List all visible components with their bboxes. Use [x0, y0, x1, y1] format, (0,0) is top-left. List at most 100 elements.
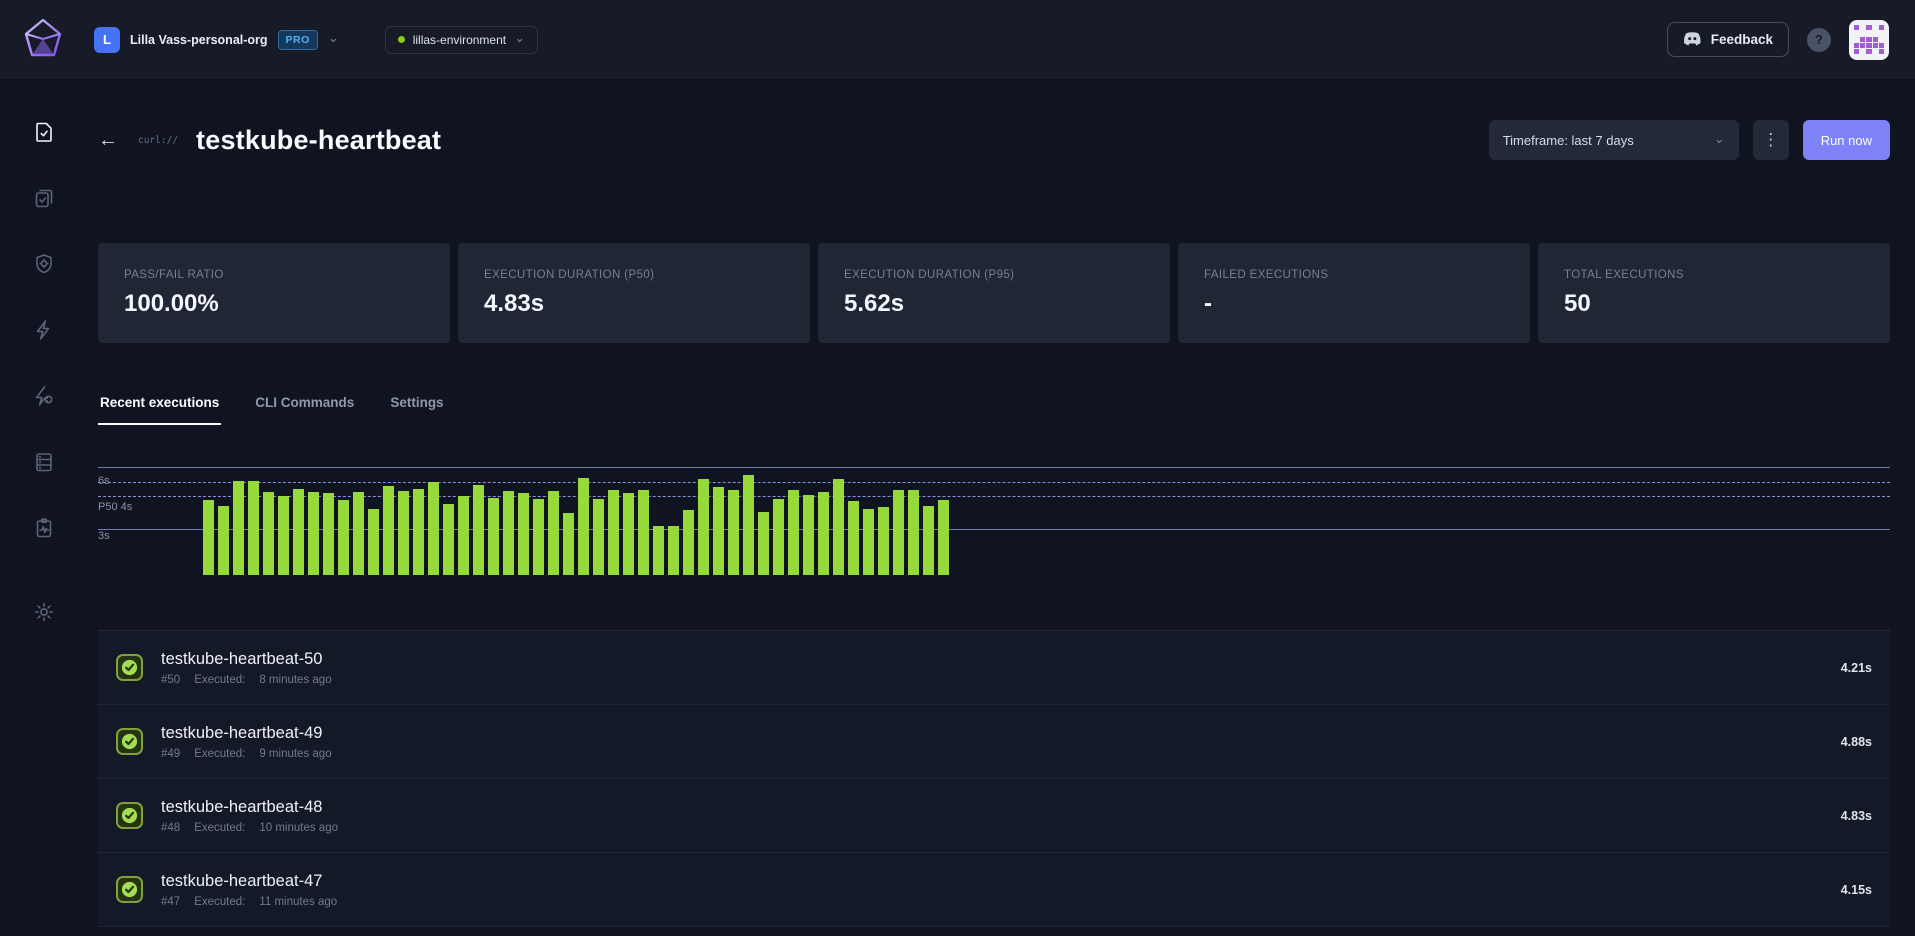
sidebar-item-triggers[interactable] [32, 318, 56, 342]
duration-bar[interactable] [668, 526, 679, 575]
duration-bar[interactable] [218, 506, 229, 575]
duration-bar[interactable] [428, 482, 439, 575]
duration-bar[interactable] [368, 509, 379, 575]
environment-status-dot [398, 36, 405, 43]
duration-bar[interactable] [713, 487, 724, 575]
duration-bar[interactable] [338, 500, 349, 575]
duration-bar[interactable] [518, 493, 529, 575]
sidebar-item-sources[interactable] [32, 450, 56, 474]
metric-value: 100.00% [124, 290, 450, 318]
sidebar-item-webhooks[interactable] [32, 384, 56, 408]
duration-bar[interactable] [698, 479, 709, 575]
duration-bar[interactable] [383, 486, 394, 575]
duration-bar[interactable] [608, 490, 619, 575]
duration-bar[interactable] [833, 479, 844, 575]
duration-bar[interactable] [938, 500, 949, 575]
duration-bar[interactable] [293, 489, 304, 575]
run-now-button[interactable]: Run now [1803, 120, 1890, 160]
execution-name[interactable]: testkube-heartbeat-49 [161, 724, 332, 743]
more-options-button[interactable]: ⋮ [1753, 120, 1789, 160]
status-pages-icon [32, 516, 56, 540]
environment-select[interactable]: lillas-environment ⌄ [385, 26, 538, 54]
duration-bar[interactable] [533, 499, 544, 575]
metric-value: 5.62s [844, 290, 1170, 318]
duration-bar[interactable] [638, 490, 649, 575]
sidebar-item-test-suites[interactable] [32, 186, 56, 210]
execution-duration-chart: 6s P50 4s 3s [98, 467, 1890, 575]
y-axis-label-3s: 3s [98, 530, 110, 542]
duration-bar[interactable] [548, 491, 559, 575]
duration-bar[interactable] [473, 485, 484, 575]
sidebar [0, 80, 88, 936]
org-switcher[interactable]: L Lilla Vass-personal-org PRO ⌄ [94, 27, 339, 53]
duration-bar[interactable] [398, 491, 409, 575]
duration-bar[interactable] [803, 495, 814, 575]
execution-name[interactable]: testkube-heartbeat-47 [161, 872, 337, 891]
back-button[interactable]: ← [98, 129, 118, 152]
duration-bar[interactable] [863, 509, 874, 575]
duration-bar[interactable] [308, 492, 319, 575]
duration-bar[interactable] [458, 496, 469, 575]
duration-bar[interactable] [908, 490, 919, 575]
duration-bar[interactable] [623, 493, 634, 575]
sidebar-item-executors[interactable] [32, 252, 56, 276]
chevron-down-icon: ⌄ [514, 31, 525, 44]
metric-card-duration-p95: EXECUTION DURATION (P95) 5.62s [818, 243, 1170, 343]
duration-bar[interactable] [653, 526, 664, 575]
duration-bar[interactable] [893, 490, 904, 575]
duration-bar[interactable] [818, 492, 829, 575]
chevron-down-icon: ⌄ [328, 31, 339, 44]
duration-bar[interactable] [488, 498, 499, 575]
testkube-logo-icon[interactable] [22, 17, 64, 63]
duration-bar[interactable] [758, 512, 769, 575]
duration-bar[interactable] [593, 499, 604, 575]
duration-bar[interactable] [443, 504, 454, 575]
duration-bar[interactable] [203, 500, 214, 575]
timeframe-select[interactable]: Timeframe: last 7 days ⌄ [1489, 120, 1739, 160]
sources-icon [32, 450, 56, 474]
execution-row[interactable]: testkube-heartbeat-50 #50 Executed: 8 mi… [98, 631, 1890, 705]
execution-time: 11 minutes ago [259, 896, 337, 908]
sidebar-item-settings[interactable] [32, 600, 56, 624]
page-header: ← curl:// testkube-heartbeat Timeframe: … [98, 118, 1890, 162]
pro-badge: PRO [278, 30, 318, 50]
test-type-label: curl:// [138, 135, 178, 146]
tab-bar: Recent executions CLI Commands Settings [98, 395, 1890, 425]
duration-bar[interactable] [773, 499, 784, 575]
duration-bar[interactable] [413, 489, 424, 575]
duration-bar[interactable] [578, 478, 589, 575]
duration-bar[interactable] [503, 491, 514, 575]
execution-row[interactable]: testkube-heartbeat-49 #49 Executed: 9 mi… [98, 705, 1890, 779]
duration-bar[interactable] [323, 493, 334, 575]
execution-name[interactable]: testkube-heartbeat-48 [161, 798, 338, 817]
sidebar-item-status-pages[interactable] [32, 516, 56, 540]
tab-recent-executions[interactable]: Recent executions [98, 395, 221, 425]
duration-bar[interactable] [248, 481, 259, 575]
duration-bar[interactable] [683, 510, 694, 575]
duration-bar[interactable] [563, 513, 574, 575]
duration-bar[interactable] [728, 490, 739, 575]
duration-bar[interactable] [923, 506, 934, 575]
user-avatar[interactable] [1849, 20, 1889, 60]
passed-status-icon [116, 802, 143, 829]
tab-cli-commands[interactable]: CLI Commands [253, 395, 356, 425]
duration-bar[interactable] [263, 492, 274, 575]
feedback-button[interactable]: Feedback [1667, 22, 1789, 57]
execution-row[interactable]: testkube-heartbeat-48 #48 Executed: 10 m… [98, 779, 1890, 853]
duration-bar[interactable] [878, 507, 889, 575]
duration-bar[interactable] [353, 492, 364, 575]
execution-row[interactable]: testkube-heartbeat-47 #47 Executed: 11 m… [98, 853, 1890, 927]
passed-status-icon [116, 876, 143, 903]
duration-bar[interactable] [233, 481, 244, 575]
duration-bar[interactable] [788, 490, 799, 575]
tab-settings[interactable]: Settings [388, 395, 445, 425]
metric-label: PASS/FAIL RATIO [124, 269, 450, 281]
metric-value: 4.83s [484, 290, 810, 318]
duration-bar[interactable] [278, 496, 289, 575]
sidebar-item-tests[interactable] [32, 120, 56, 144]
execution-name[interactable]: testkube-heartbeat-50 [161, 650, 332, 669]
duration-bar[interactable] [743, 475, 754, 575]
help-button[interactable]: ? [1807, 28, 1831, 52]
duration-bar[interactable] [848, 501, 859, 575]
metric-card-duration-p50: EXECUTION DURATION (P50) 4.83s [458, 243, 810, 343]
